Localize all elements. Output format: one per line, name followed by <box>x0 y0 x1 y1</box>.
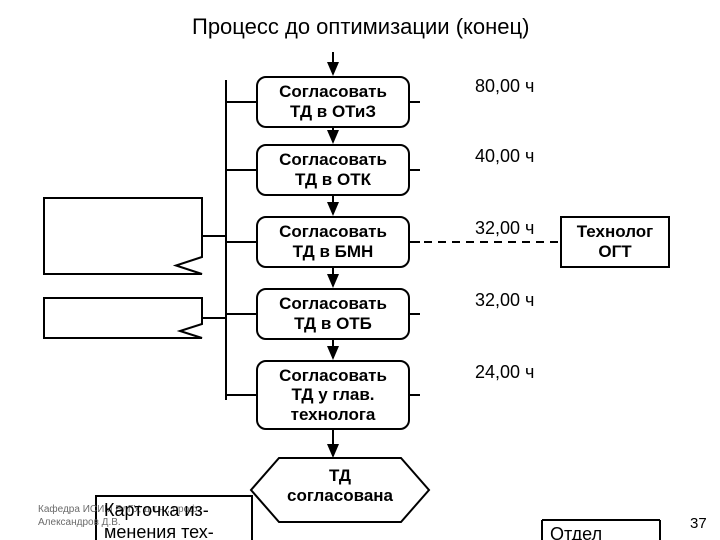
process-node-p2: СогласоватьТД в ОТК <box>256 144 410 196</box>
data-node-d1: Карточка из-менения тех-нологии <box>52 204 194 265</box>
page-number: 37 <box>690 515 707 532</box>
time-label-4: 32,00 ч <box>475 290 534 311</box>
data-node-d2: Техпроцесс <box>52 298 194 318</box>
process-node-p3: СогласоватьТД в БМН <box>256 216 410 268</box>
swimlane-technolog-ogt: ТехнологОГТ <box>560 216 670 268</box>
time-label-2: 40,00 ч <box>475 146 534 167</box>
process-node-p5: СогласоватьТД у глав.технолога <box>256 360 410 430</box>
event-node-label: ТДсогласована <box>271 466 409 505</box>
process-node-p4: СогласоватьТД в ОТБ <box>256 288 410 340</box>
time-label-1: 80,00 ч <box>475 76 534 97</box>
time-label-5: 24,00 ч <box>475 362 534 383</box>
data-node-partial-bottom: Карточка из-менения тех- <box>104 500 214 540</box>
page-title: Процесс до оптимизации (конец) <box>192 14 529 40</box>
process-node-p1: СогласоватьТД в ОТиЗ <box>256 76 410 128</box>
right-partial-label: Отдел <box>550 524 602 540</box>
time-label-3: 32,00 ч <box>475 218 534 239</box>
